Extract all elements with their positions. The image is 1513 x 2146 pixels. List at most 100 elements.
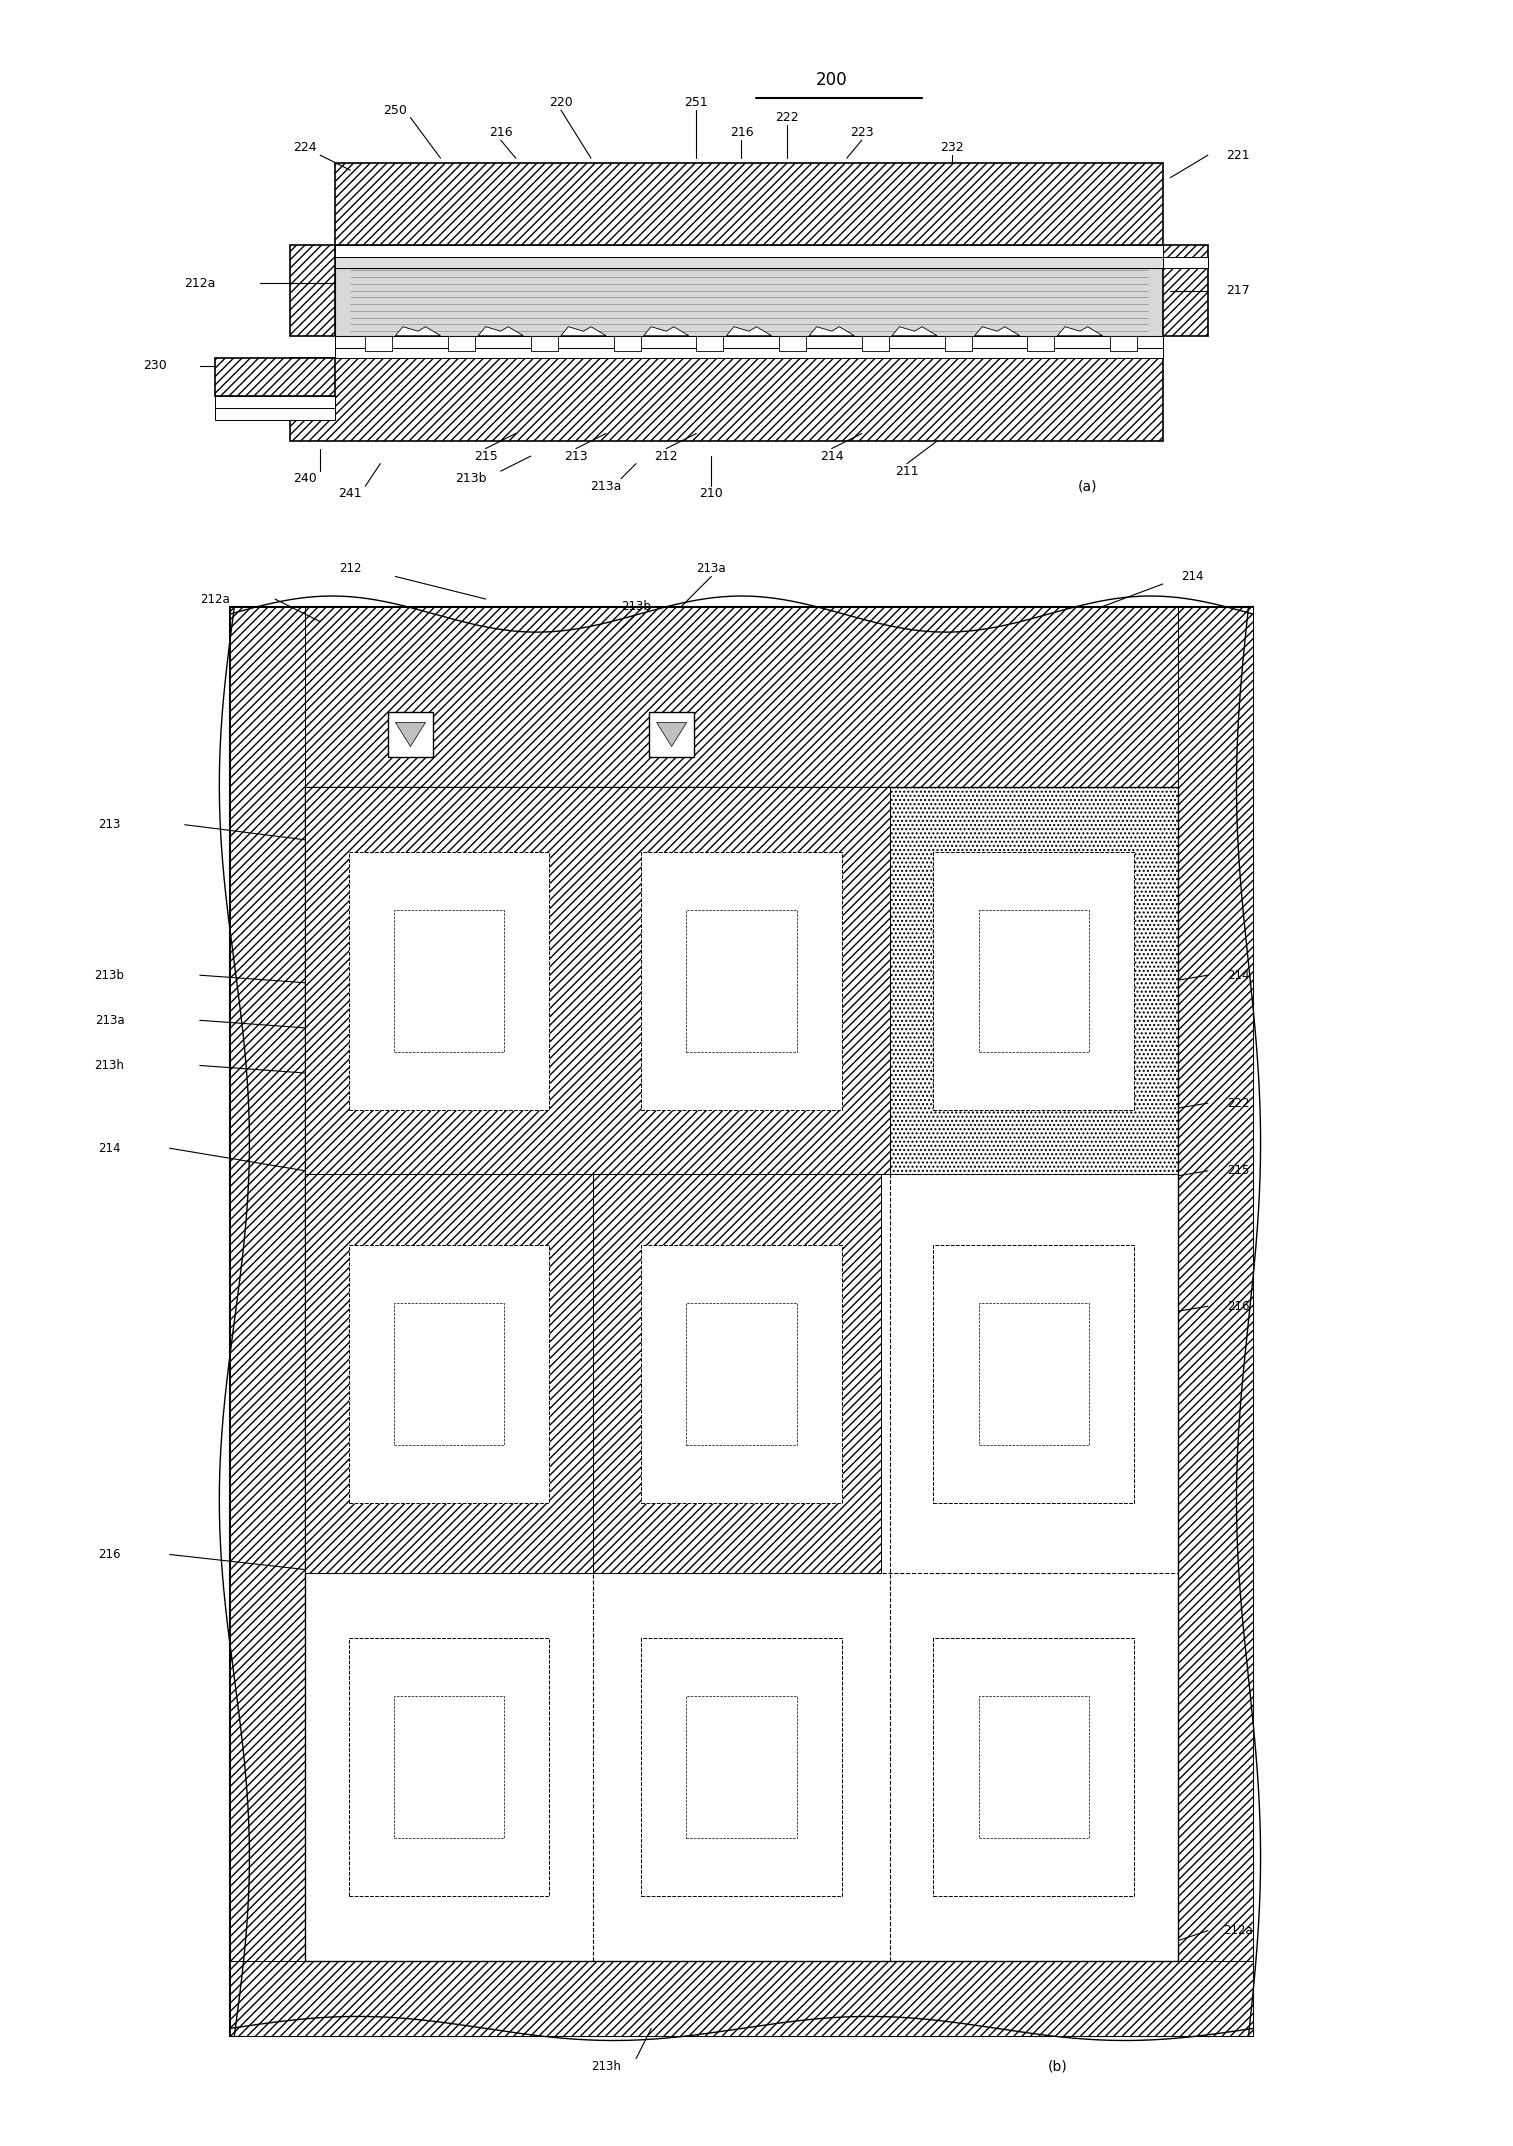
Bar: [336, 335, 1163, 348]
Text: 213a: 213a: [696, 562, 726, 575]
Bar: [934, 1245, 1135, 1502]
Text: 214: 214: [98, 1142, 121, 1155]
Text: 224: 224: [294, 142, 316, 155]
Bar: [306, 607, 1177, 788]
Bar: [593, 1174, 881, 1573]
Polygon shape: [1058, 326, 1103, 335]
Text: 221: 221: [1226, 148, 1250, 161]
Bar: [306, 788, 890, 1174]
Bar: [642, 1637, 841, 1897]
Bar: [365, 335, 392, 350]
Text: 213a: 213a: [95, 1013, 124, 1026]
Text: 222: 222: [1227, 1097, 1250, 1109]
Bar: [393, 910, 504, 1052]
Text: 241: 241: [339, 487, 362, 500]
Text: 232: 232: [940, 142, 964, 155]
Text: 215: 215: [1227, 1165, 1250, 1178]
Polygon shape: [395, 723, 425, 747]
Text: 200: 200: [816, 71, 847, 88]
Bar: [230, 607, 1253, 2037]
Bar: [215, 395, 336, 408]
Bar: [1163, 245, 1207, 335]
Text: 213b: 213b: [622, 601, 651, 614]
Polygon shape: [809, 326, 855, 335]
Bar: [696, 335, 723, 350]
Text: 212a: 212a: [1223, 1925, 1253, 1938]
Bar: [934, 1245, 1135, 1502]
Text: 213b: 213b: [94, 968, 124, 981]
Bar: [393, 1303, 504, 1444]
Bar: [393, 1303, 504, 1444]
Bar: [348, 1637, 549, 1897]
Bar: [348, 852, 549, 1109]
Text: 212: 212: [339, 562, 362, 575]
Bar: [448, 335, 475, 350]
Bar: [531, 335, 558, 350]
Text: 222: 222: [775, 112, 799, 124]
Text: 220: 220: [549, 97, 573, 109]
Bar: [687, 1303, 797, 1444]
Text: 213: 213: [98, 818, 121, 831]
Text: 216: 216: [1227, 1300, 1250, 1313]
Bar: [979, 910, 1089, 1052]
Polygon shape: [478, 326, 523, 335]
Text: 211: 211: [896, 466, 918, 479]
Text: 216: 216: [489, 127, 513, 139]
Bar: [348, 1245, 549, 1502]
Bar: [393, 910, 504, 1052]
Bar: [687, 910, 797, 1052]
Bar: [649, 712, 694, 758]
Text: 250: 250: [383, 103, 407, 116]
Bar: [934, 1637, 1135, 1897]
Polygon shape: [561, 326, 607, 335]
Bar: [393, 1695, 504, 1839]
Bar: [979, 1303, 1089, 1444]
Bar: [642, 852, 841, 1109]
Bar: [1027, 335, 1055, 350]
Text: 213b: 213b: [455, 472, 486, 485]
Text: 212a: 212a: [185, 277, 215, 290]
Text: 212: 212: [655, 449, 678, 464]
Bar: [890, 788, 1177, 1174]
Polygon shape: [395, 326, 440, 335]
Bar: [336, 258, 1163, 268]
Bar: [230, 607, 306, 2037]
Text: 214: 214: [1227, 968, 1250, 981]
Bar: [393, 1695, 504, 1839]
Text: (a): (a): [1077, 479, 1097, 494]
Text: 213: 213: [564, 449, 587, 464]
Bar: [348, 852, 549, 1109]
Text: 213h: 213h: [592, 2060, 620, 2073]
Bar: [290, 358, 1163, 442]
Text: 214: 214: [1182, 571, 1204, 584]
Bar: [348, 1245, 549, 1502]
Bar: [979, 1303, 1089, 1444]
Bar: [1163, 258, 1207, 268]
Bar: [336, 268, 1163, 335]
Text: 215: 215: [474, 449, 498, 464]
Bar: [979, 1695, 1089, 1839]
Bar: [642, 1637, 841, 1897]
Polygon shape: [643, 326, 688, 335]
Text: 251: 251: [684, 97, 708, 109]
Text: 216: 216: [729, 127, 753, 139]
Bar: [230, 1961, 1253, 2037]
Bar: [642, 1245, 841, 1502]
Bar: [290, 245, 336, 335]
Bar: [934, 852, 1135, 1109]
Bar: [687, 1303, 797, 1444]
Bar: [687, 1695, 797, 1839]
Bar: [687, 910, 797, 1052]
Text: 214: 214: [820, 449, 844, 464]
Bar: [979, 1695, 1089, 1839]
Polygon shape: [974, 326, 1020, 335]
Bar: [642, 852, 841, 1109]
Bar: [348, 1637, 549, 1897]
Bar: [944, 335, 971, 350]
Bar: [336, 348, 1163, 358]
Text: 223: 223: [850, 127, 873, 139]
Bar: [1111, 335, 1138, 350]
Bar: [979, 910, 1089, 1052]
Bar: [387, 712, 433, 758]
Text: 210: 210: [699, 487, 723, 500]
